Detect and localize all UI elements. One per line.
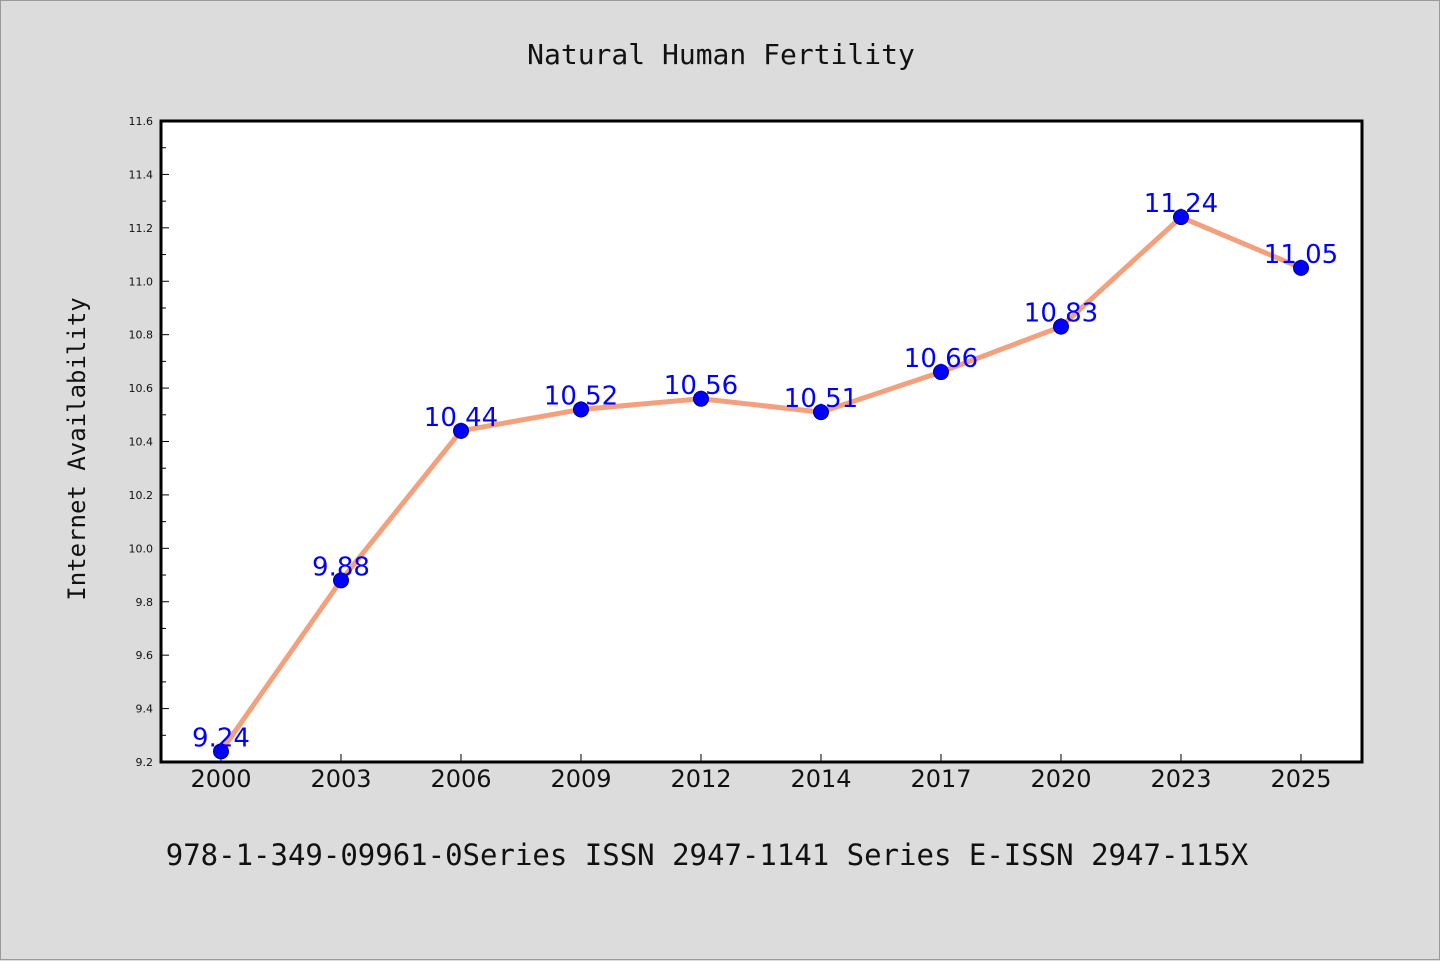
data-label: 11.05 xyxy=(1264,240,1338,270)
y-tick-label: 11.4 xyxy=(129,168,154,181)
y-axis-label: Internet Availability xyxy=(63,297,91,600)
data-point-marker xyxy=(1293,259,1309,276)
x-tick-label: 2017 xyxy=(910,765,971,793)
y-tick-label: 10.8 xyxy=(129,329,154,342)
x-tick-label: 2000 xyxy=(190,765,251,793)
data-point-marker xyxy=(453,422,469,439)
data-point-marker xyxy=(933,364,949,381)
data-label-group: 9.24 9.88 10.44 10.52 10.56 10.51 10.66 10.83 11… xyxy=(192,189,1338,753)
x-tick-label: 2020 xyxy=(1030,765,1091,793)
data-label: 10.66 xyxy=(904,344,978,374)
y-tick-label: 11.0 xyxy=(129,275,154,288)
x-tick-label: 2012 xyxy=(670,765,731,793)
marker-group xyxy=(213,209,1309,760)
y-tick-label: 9.4 xyxy=(136,703,154,716)
plot-area xyxy=(161,121,1362,762)
y-tick-label: 10.6 xyxy=(129,382,154,395)
x-tick-label: 2009 xyxy=(550,765,611,793)
data-label: 10.56 xyxy=(664,371,738,401)
series-line xyxy=(218,214,1304,754)
data-point-marker xyxy=(213,743,229,760)
data-label: 10.52 xyxy=(544,381,618,411)
x-tick-label: 2025 xyxy=(1270,765,1331,793)
data-label: 11.24 xyxy=(1144,189,1218,219)
y-tick-label: 10.2 xyxy=(129,489,154,502)
data-point-marker xyxy=(573,401,589,418)
y-tick-label: 10.4 xyxy=(129,436,154,449)
y-tick-label: 10.0 xyxy=(129,542,154,555)
y-tick-label: 9.2 xyxy=(136,756,154,769)
y-tick-label: 9.8 xyxy=(136,596,154,609)
data-point-marker xyxy=(1053,318,1069,335)
chart-title: Natural Human Fertility xyxy=(527,38,915,71)
data-label: 10.83 xyxy=(1024,299,1098,329)
x-tick-label: 2003 xyxy=(310,765,371,793)
data-point-marker xyxy=(813,404,829,421)
y-tick-label: 9.6 xyxy=(136,649,154,662)
y-tick-label: 11.2 xyxy=(129,222,154,235)
x-tick-label: 2023 xyxy=(1150,765,1211,793)
data-label: 9.24 xyxy=(192,723,250,753)
data-label: 10.51 xyxy=(784,384,858,414)
data-point-marker xyxy=(693,390,709,407)
plot-border xyxy=(159,119,1364,764)
y-tick-label: 11.6 xyxy=(129,115,154,128)
y-axis: 9.2 9.4 9.6 9.8 10.0 10.2 10.4 10.6 10.8 11.0 11.2… xyxy=(129,115,169,769)
x-axis: 2000 2003 2006 2009 2012 2014 2017 2020 2023 2025 xyxy=(190,754,1332,793)
data-label: 10.44 xyxy=(424,403,498,433)
footer-isbn-text: 978-1-349-09961-0Series ISSN 2947-1141 S… xyxy=(166,838,1249,872)
x-tick-label: 2014 xyxy=(790,765,851,793)
x-tick-label: 2006 xyxy=(430,765,491,793)
data-label: 9.88 xyxy=(312,552,370,582)
data-point-marker xyxy=(333,572,349,589)
series-line-group xyxy=(218,214,1304,754)
data-point-marker xyxy=(1173,209,1189,226)
